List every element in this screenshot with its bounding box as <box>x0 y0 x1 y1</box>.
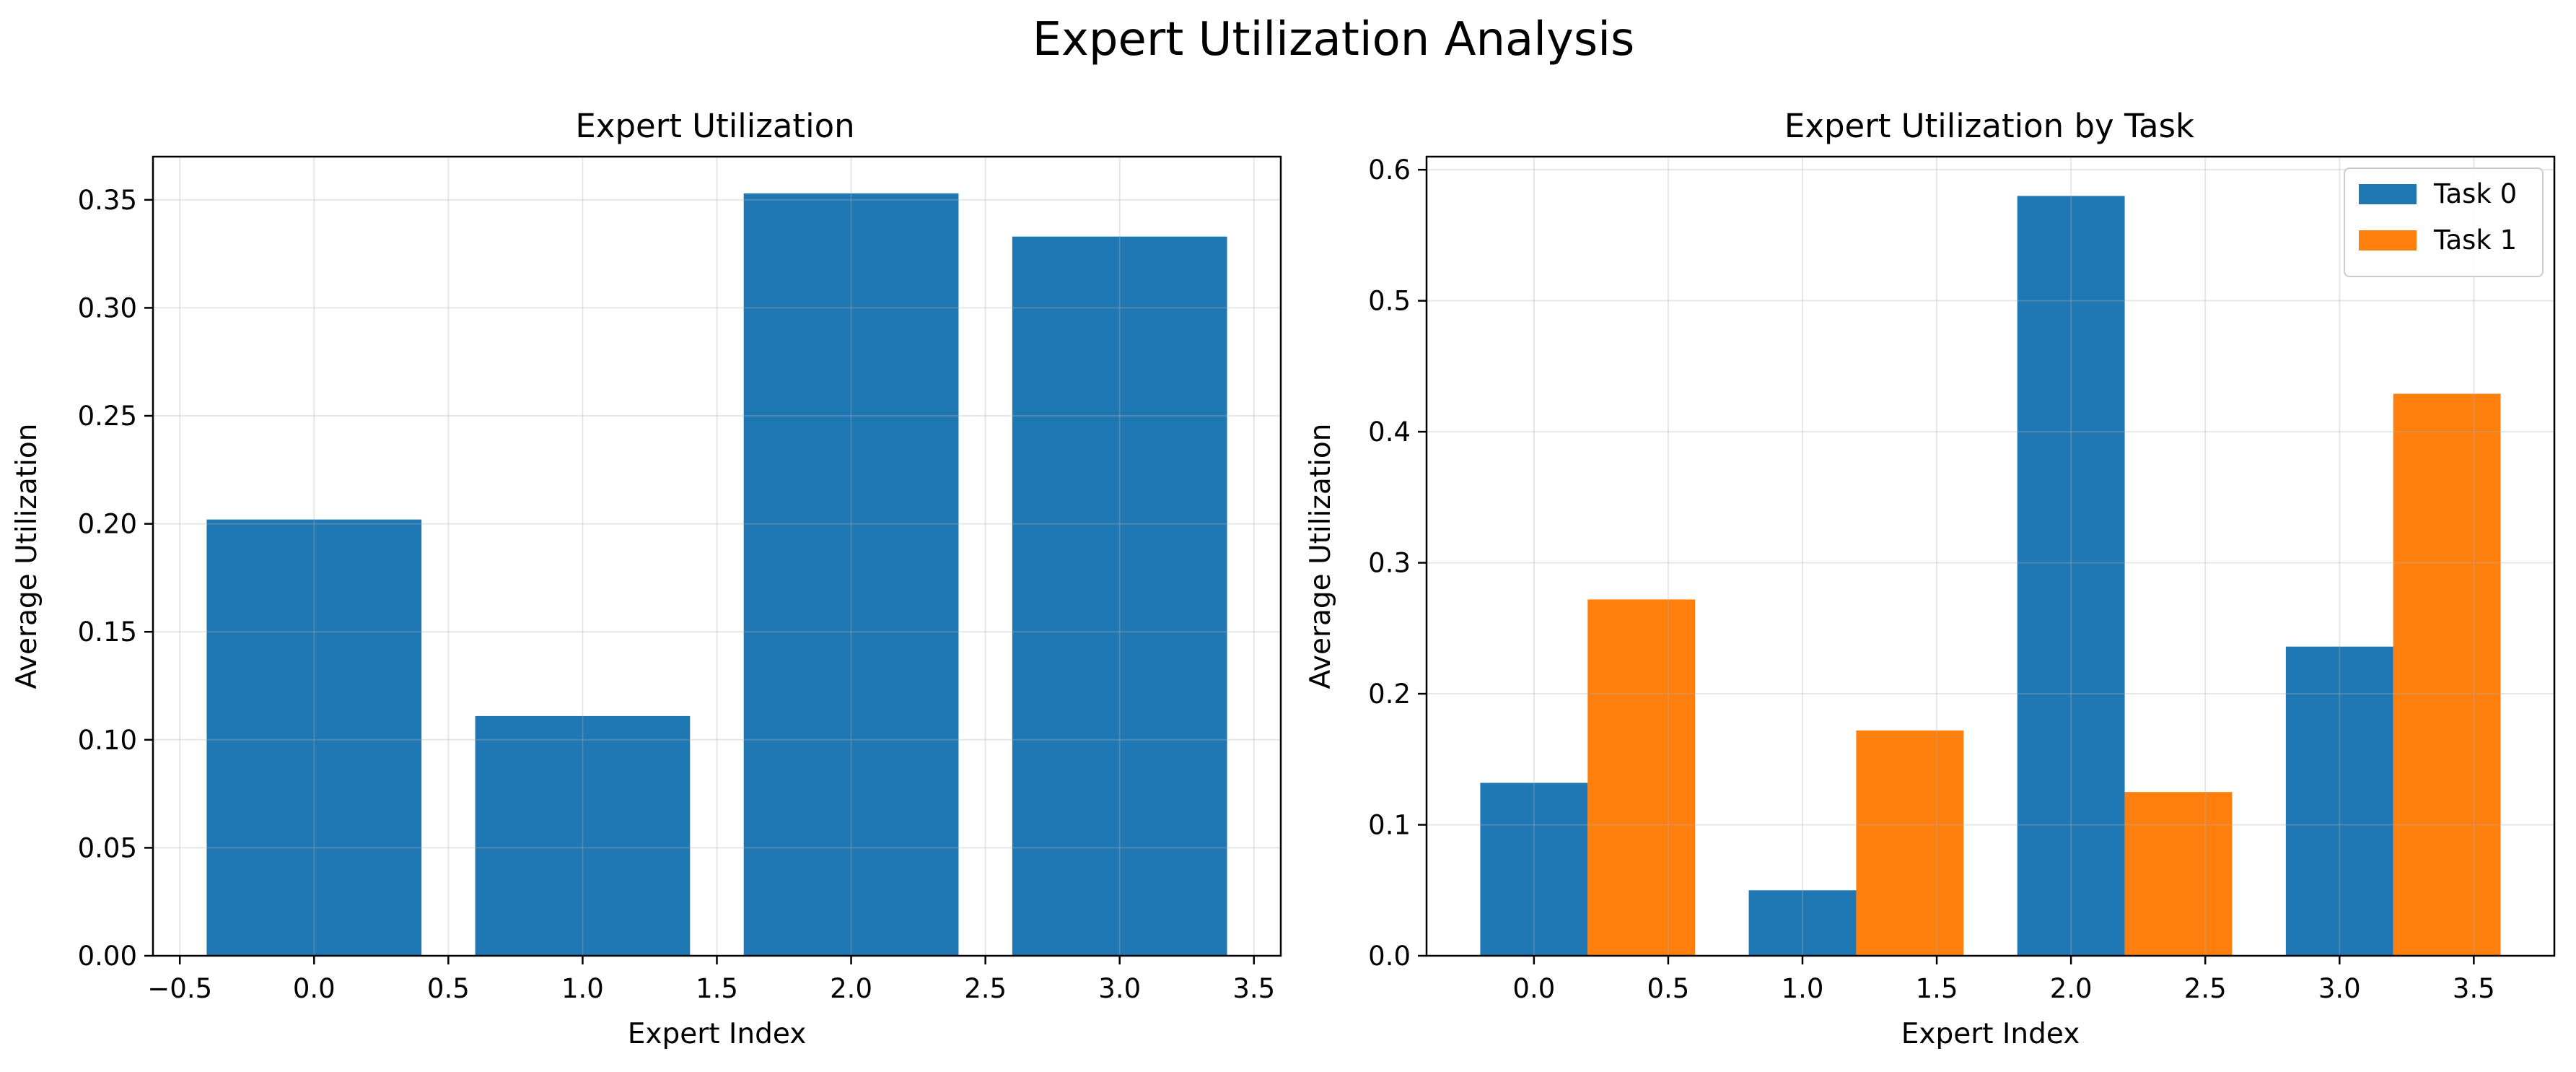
left-chart-title: Expert Utilization <box>575 107 854 145</box>
right-bar-task0-2 <box>2017 196 2125 956</box>
left-x-tick-label: 0.0 <box>293 973 336 1004</box>
right-x-tick-label: 2.5 <box>2184 973 2227 1004</box>
right-y-tick-label: 0.3 <box>1368 548 1411 579</box>
left-y-tick-label: 0.00 <box>78 941 137 972</box>
left-bar-1 <box>475 715 691 956</box>
left-y-tick-label: 0.35 <box>78 185 137 216</box>
left-x-tick-label: 0.5 <box>427 973 470 1004</box>
left-x-axis-label: Expert Index <box>628 1018 807 1050</box>
left-y-tick-label: 0.30 <box>78 292 137 323</box>
left-y-tick-label: 0.15 <box>78 616 137 648</box>
right-x-tick-label: 1.5 <box>1916 973 1958 1004</box>
left-y-tick-label: 0.10 <box>78 725 137 756</box>
right-x-tick-label: 3.5 <box>2453 973 2495 1004</box>
left-bar-3 <box>1012 236 1227 956</box>
figure-title: Expert Utilization Analysis <box>1033 13 1635 66</box>
left-x-tick-label: 1.5 <box>696 973 738 1004</box>
left-x-tick-label: 3.5 <box>1232 973 1275 1004</box>
left-y-tick-label: 0.05 <box>78 832 137 863</box>
right-chart: 0.0 0.5 1.0 1.5 2.0 2.5 3.0 3.5 0.0 0.1 0.2 0.3 0.4 0… <box>1305 154 2556 1050</box>
right-y-axis-label: Average Utilization <box>1305 424 1337 689</box>
right-x-tick-label: 3.0 <box>2318 973 2361 1004</box>
left-x-tick-label: 2.0 <box>830 973 872 1004</box>
right-bar-task1-3 <box>2393 393 2501 956</box>
right-axes-frame <box>1425 155 2556 957</box>
right-legend-label-task1: Task 1 <box>2433 225 2517 256</box>
left-bar-0 <box>206 519 422 956</box>
right-x-tick-label: 2.0 <box>2050 973 2093 1004</box>
left-y-tick-label: 0.25 <box>78 401 137 432</box>
right-y-tick-label: 0.2 <box>1368 679 1411 710</box>
right-legend-swatch-task1 <box>2359 230 2417 250</box>
right-chart-title: Expert Utilization by Task <box>1784 107 2194 145</box>
right-y-tick-label: 0.4 <box>1368 417 1411 448</box>
right-y-tick-label: 0.5 <box>1368 286 1411 317</box>
left-bar-2 <box>743 193 959 956</box>
right-y-tick-label: 0.1 <box>1368 810 1411 841</box>
right-bar-task1-2 <box>2124 792 2233 956</box>
left-x-tick-label: −0.5 <box>147 973 212 1004</box>
left-y-tick-label: 0.20 <box>78 509 137 540</box>
right-x-tick-label: 0.0 <box>1512 973 1555 1004</box>
right-bar-task0-1 <box>1748 890 1857 956</box>
left-x-tick-label: 2.5 <box>964 973 1007 1004</box>
right-y-tick-label: 0.0 <box>1368 941 1411 972</box>
left-chart: −0.5 0.0 0.5 1.0 1.5 2.0 2.5 3.0 3.5 0.00 0.05 0.10… <box>11 155 1282 1050</box>
left-x-tick-label: 3.0 <box>1098 973 1141 1004</box>
left-y-axis-label: Average Utilization <box>11 424 43 689</box>
right-bar-task1-0 <box>1587 599 1696 956</box>
right-x-tick-label: 0.5 <box>1647 973 1690 1004</box>
right-legend-swatch-task0 <box>2359 184 2417 204</box>
left-x-tick-label: 1.0 <box>561 973 604 1004</box>
right-bar-task1-1 <box>1856 730 1964 956</box>
right-bar-task0-3 <box>2285 646 2393 956</box>
right-x-tick-label: 1.0 <box>1782 973 1824 1004</box>
right-y-tick-label: 0.6 <box>1368 154 1411 186</box>
right-legend-label-task0: Task 0 <box>2433 178 2517 209</box>
right-bar-task0-0 <box>1480 783 1588 956</box>
right-x-axis-label: Expert Index <box>1901 1018 2080 1050</box>
